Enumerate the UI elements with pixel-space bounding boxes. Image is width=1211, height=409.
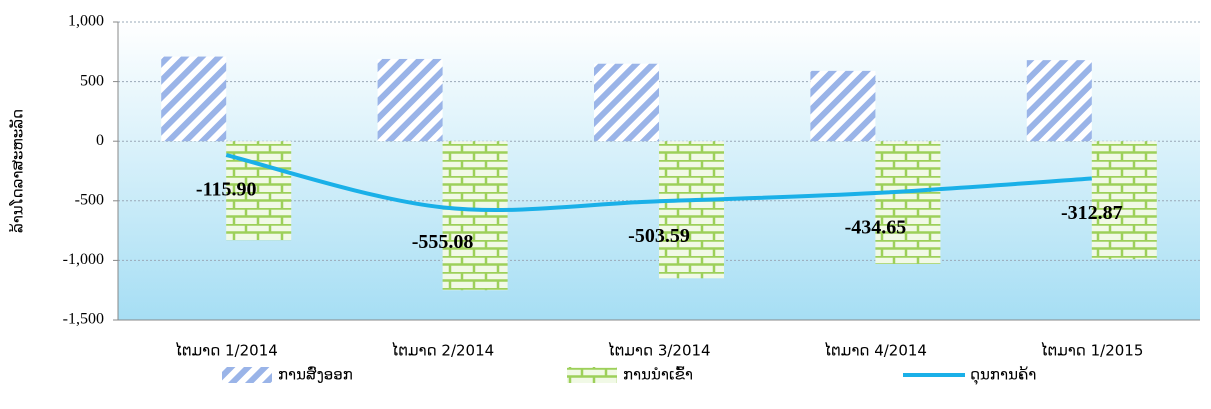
bar	[161, 56, 227, 142]
bar	[875, 141, 941, 264]
bar	[1091, 141, 1157, 260]
legend-label: ການນຳເຂົ້າ	[623, 364, 693, 383]
y-axis-label: ລ້ານໂດລາສະຫະລັດ	[7, 109, 26, 233]
data-label: -434.65	[845, 217, 907, 239]
legend-label: ການສົ່ງອອກ	[278, 364, 353, 383]
bar	[442, 141, 508, 291]
y-tick-label: -1,500	[63, 311, 104, 328]
bar	[377, 58, 443, 142]
y-tick-label: -1,000	[63, 251, 104, 268]
legend-swatch	[222, 367, 272, 383]
bar	[1026, 60, 1092, 142]
y-tick-label: 0	[96, 132, 104, 149]
x-tick-label: ໄຕມາດ 2/2014	[391, 341, 494, 360]
bar	[810, 70, 876, 142]
legend-swatch	[567, 367, 617, 383]
data-label: -503.59	[628, 225, 690, 247]
x-tick-label: ໄຕມາດ 3/2014	[607, 341, 710, 360]
bar	[659, 141, 724, 279]
x-tick-label: ໄຕມາດ 1/2015	[1040, 341, 1143, 360]
data-label: -555.08	[412, 231, 474, 253]
x-tick-label: ໄຕມາດ 4/2014	[824, 341, 927, 360]
x-tick-label: ໄຕມາດ 1/2014	[175, 341, 278, 360]
line	[225, 153, 1092, 212]
legend-label: ດຸນການຄ້າ	[970, 365, 1036, 386]
data-label: -115.90	[196, 179, 257, 201]
y-tick-label: 500	[80, 72, 104, 89]
y-tick-label: -500	[75, 191, 104, 208]
y-tick-label: 1,000	[68, 13, 104, 30]
data-label: -312.87	[1061, 202, 1123, 224]
bar	[594, 63, 659, 142]
